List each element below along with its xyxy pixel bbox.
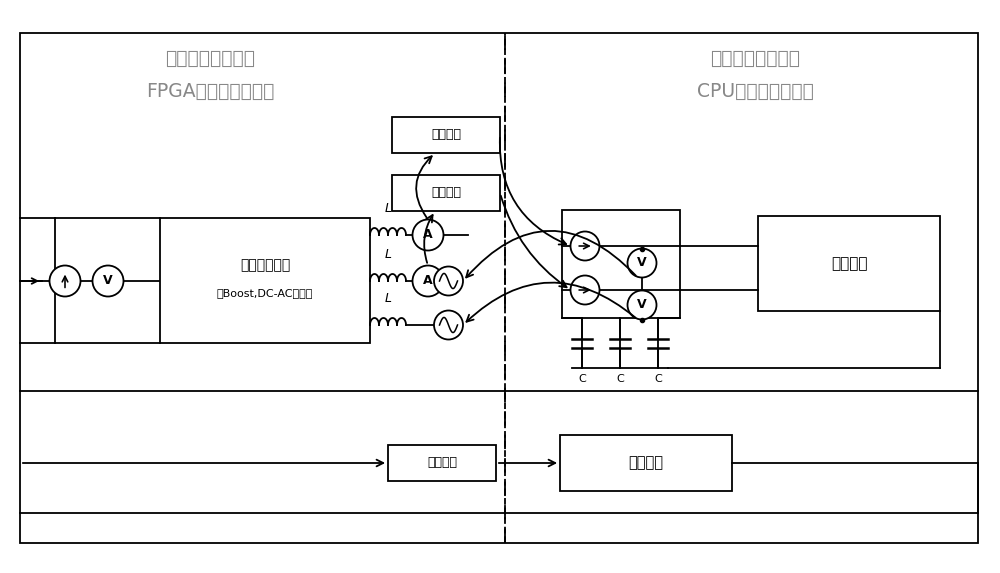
Bar: [392, 117, 500, 153]
Text: V: V: [637, 299, 647, 312]
Circle shape: [413, 265, 444, 296]
Circle shape: [50, 265, 81, 296]
Bar: [758, 216, 940, 311]
Text: C: C: [654, 374, 662, 384]
Bar: [388, 445, 496, 481]
Text: 电力电子电路: 电力电子电路: [240, 258, 290, 273]
Text: 交流电网: 交流电网: [831, 256, 867, 271]
Circle shape: [628, 291, 656, 320]
Text: 滑动平均: 滑动平均: [431, 186, 461, 199]
Text: （Boost,DC-AC逆变）: （Boost,DC-AC逆变）: [217, 288, 313, 299]
Circle shape: [434, 311, 463, 339]
Bar: [562, 210, 680, 318]
Bar: [392, 175, 500, 211]
Text: 交流电网仿真模型: 交流电网仿真模型: [710, 49, 800, 68]
Text: V: V: [637, 257, 647, 269]
Bar: [20, 33, 978, 543]
Circle shape: [570, 231, 600, 261]
Text: CPU大步长实时仿真: CPU大步长实时仿真: [697, 81, 813, 100]
Text: C: C: [578, 374, 586, 384]
Circle shape: [93, 265, 124, 296]
Text: L: L: [385, 202, 392, 215]
Text: 电力电子仿真模型: 电力电子仿真模型: [165, 49, 255, 68]
Text: 滑动平均: 滑动平均: [431, 128, 461, 142]
Text: V: V: [103, 274, 113, 288]
Circle shape: [628, 249, 656, 277]
Circle shape: [570, 276, 600, 304]
Text: 滑动平均: 滑动平均: [427, 457, 457, 469]
Text: FPGA小步长实时仿真: FPGA小步长实时仿真: [146, 81, 274, 100]
Bar: [560, 435, 732, 491]
Circle shape: [413, 219, 444, 250]
Text: C: C: [616, 374, 624, 384]
Text: L: L: [385, 248, 392, 261]
Circle shape: [434, 266, 463, 296]
Text: A: A: [423, 229, 433, 241]
Text: L: L: [385, 292, 392, 305]
Bar: [160, 218, 370, 343]
Text: A: A: [423, 274, 433, 288]
Text: 光伏电池: 光伏电池: [629, 456, 664, 470]
